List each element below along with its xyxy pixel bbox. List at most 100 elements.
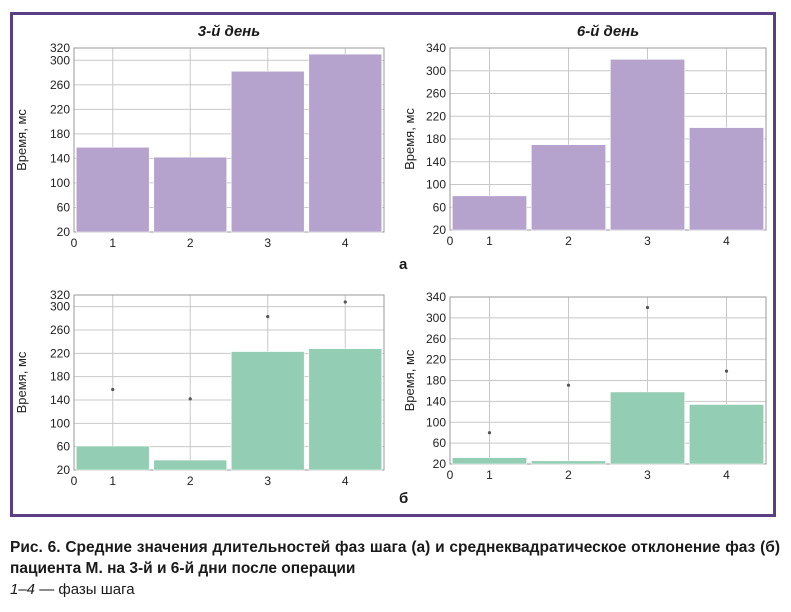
error-top-3 xyxy=(266,314,270,319)
y-tick-label: 180 xyxy=(426,374,446,388)
y-tick-label: 60 xyxy=(433,436,447,450)
bar-3 xyxy=(231,351,305,471)
caption-legend: 1–4 — фазы шага xyxy=(10,579,780,600)
bar-3 xyxy=(610,59,685,231)
y-tick-label: 220 xyxy=(426,353,446,367)
y-tick-label: 20 xyxy=(57,463,71,477)
y-tick-label: 220 xyxy=(426,109,446,123)
plot-border xyxy=(73,47,385,233)
chart-title: 6-й день xyxy=(577,23,639,40)
x-tick-label: 1 xyxy=(486,234,493,248)
x-origin-label: 0 xyxy=(71,236,78,250)
y-tick-label: 260 xyxy=(426,332,446,346)
y-tick-label: 300 xyxy=(426,64,446,78)
x-tick-label: 2 xyxy=(565,468,572,482)
y-tick-label: 60 xyxy=(57,200,71,214)
y-axis-label: Время, мс xyxy=(14,351,29,413)
y-tick-label: 180 xyxy=(50,370,70,384)
y-tick-label: 20 xyxy=(433,223,447,237)
y-tick-label: 100 xyxy=(426,178,446,192)
error-top-2 xyxy=(566,383,571,387)
bar-4 xyxy=(308,53,382,233)
x-tick-label: 1 xyxy=(109,474,116,488)
x-tick-label: 3 xyxy=(644,468,651,482)
caption-legend-text: — фазы шага xyxy=(35,581,135,598)
x-tick-label: 3 xyxy=(264,474,271,488)
x-tick-label: 3 xyxy=(644,234,651,248)
figure-frame xyxy=(10,12,776,517)
plot-border xyxy=(449,47,767,231)
caption-legend-range: 1–4 xyxy=(10,581,36,598)
plot-border xyxy=(449,296,767,465)
y-tick-label: 100 xyxy=(426,415,446,429)
chart-title: 3-й день xyxy=(198,23,260,40)
y-tick-label: 220 xyxy=(50,346,70,360)
y-tick-label: 180 xyxy=(426,132,446,146)
bar-1 xyxy=(76,445,150,471)
x-tick-label: 1 xyxy=(109,236,116,250)
error-top-1 xyxy=(487,431,492,435)
y-tick-label: 20 xyxy=(433,457,447,471)
y-tick-label: 140 xyxy=(50,393,70,407)
y-tick-label: 300 xyxy=(50,53,70,67)
y-tick-label: 60 xyxy=(433,200,447,214)
bar-2 xyxy=(531,460,606,465)
plot-border xyxy=(73,294,385,471)
bar-1 xyxy=(76,147,150,233)
bar-2 xyxy=(153,156,227,233)
x-tick-label: 4 xyxy=(342,474,349,488)
y-axis-label: Время, мс xyxy=(402,108,417,170)
y-axis-label: Время, мс xyxy=(402,349,417,411)
x-tick-label: 2 xyxy=(187,236,194,250)
figure-caption: Рис. 6. Средние значения длительностей ф… xyxy=(10,537,780,600)
y-tick-label: 260 xyxy=(50,323,70,337)
error-top-2 xyxy=(188,397,192,401)
y-tick-label: 140 xyxy=(50,151,70,165)
bar-1 xyxy=(452,195,527,231)
x-tick-label: 3 xyxy=(264,236,271,250)
x-tick-label: 4 xyxy=(723,468,730,482)
bar-4 xyxy=(689,404,764,465)
y-tick-label: 100 xyxy=(50,416,70,430)
x-origin-label: 0 xyxy=(447,234,454,248)
y-tick-label: 340 xyxy=(426,290,446,304)
x-tick-label: 4 xyxy=(342,236,349,250)
y-tick-label: 140 xyxy=(426,155,446,169)
y-tick-label: 260 xyxy=(50,78,70,92)
panel-letter-a: а xyxy=(399,256,408,273)
x-tick-label: 4 xyxy=(723,234,730,248)
bar-3 xyxy=(231,71,305,233)
panel-letter-b: б xyxy=(399,490,409,507)
bar-2 xyxy=(531,144,606,231)
x-tick-label: 1 xyxy=(486,468,493,482)
x-origin-label: 0 xyxy=(447,468,454,482)
y-tick-label: 180 xyxy=(50,127,70,141)
error-top-4 xyxy=(343,300,347,304)
y-tick-label: 320 xyxy=(50,41,70,55)
caption-main: Рис. 6. Средние значения длительностей ф… xyxy=(10,539,780,577)
y-axis-label: Время, мс xyxy=(14,109,29,171)
chart-b-day6: 20 60 100 140 180 220 260 300 340 0 1 2 3 4 Время, мс xyxy=(402,290,767,482)
bar-3 xyxy=(610,391,685,465)
y-tick-label: 260 xyxy=(426,87,446,101)
error-top-4 xyxy=(724,369,729,373)
x-origin-label: 0 xyxy=(71,474,78,488)
y-tick-label: 20 xyxy=(57,225,71,239)
y-tick-label: 300 xyxy=(426,311,446,325)
y-tick-label: 60 xyxy=(57,440,71,454)
bar-1 xyxy=(452,457,527,465)
x-tick-label: 2 xyxy=(187,474,194,488)
bar-2 xyxy=(153,459,227,471)
bar-4 xyxy=(308,348,382,471)
y-tick-label: 220 xyxy=(50,102,70,116)
chart-a-day6: 6-й день 20 60 100 140 180 220 260 300 340 0 1 2 3 4 Вр… xyxy=(402,23,767,248)
error-top-3 xyxy=(645,305,650,310)
y-tick-label: 300 xyxy=(50,300,70,314)
y-tick-label: 340 xyxy=(426,41,446,55)
y-tick-label: 140 xyxy=(426,394,446,408)
y-tick-label: 320 xyxy=(50,288,70,302)
error-top-1 xyxy=(111,387,115,392)
y-tick-label: 100 xyxy=(50,176,70,190)
